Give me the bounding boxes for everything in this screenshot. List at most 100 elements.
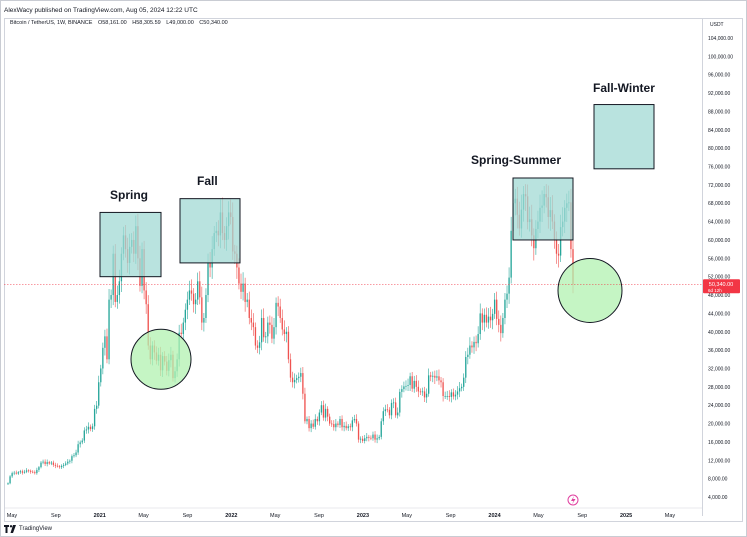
candle-body [106,336,108,360]
candle-body [427,375,430,394]
annotation-box [512,177,574,241]
candle-body [304,393,306,422]
candle-body [77,444,79,453]
candle-body [442,382,444,397]
candle-body [302,373,304,394]
candle-body [209,262,211,268]
candle-body [205,295,207,318]
candle-body [366,436,368,439]
candle-body [116,295,118,302]
candle-body [359,438,362,440]
candle-body [283,329,285,335]
candle-body [454,394,457,397]
candle-body [93,408,96,427]
candle-body [374,434,376,440]
lightning-glyph-icon [571,496,576,505]
annotation-circle [557,257,623,323]
candle-body [351,420,354,428]
candle-body [394,402,397,416]
candle-body [203,317,205,323]
time-tick-label: May [665,513,676,519]
candle-body [322,405,325,418]
candle-body [452,392,455,397]
annotation-spring-summer: Spring-Summer [471,153,562,167]
candle-body [333,424,335,428]
candle-body [465,357,467,378]
candle-body [27,470,30,472]
candle-body [11,473,13,477]
price-tick-label: 100,000.00 [708,54,733,60]
price-tick-label: 40,000.00 [708,330,730,336]
candle-body [378,436,380,439]
candle-body [145,290,147,305]
price-tick-label: 36,000.00 [708,348,730,354]
candle-body [207,262,209,296]
time-tick-label: 2024 [488,513,501,519]
candle-body [448,396,450,397]
candle-body [15,472,17,474]
candle-body [281,317,283,330]
candle-body [267,322,269,337]
candle-body [48,462,50,464]
candle-body [25,470,28,472]
candle-body [100,368,102,383]
candle-body [425,393,428,398]
candle-body [95,405,98,409]
candle-body [357,423,360,440]
footer: TradingView [4,522,52,536]
price-tick-label: 20,000.00 [708,422,730,428]
candle-body [339,418,341,425]
candle-body [559,227,562,256]
candle-body [9,476,11,484]
candle-body [71,456,73,461]
candle-body [345,425,347,429]
candle-body [244,283,246,302]
candle-body [248,299,250,318]
candle-body [238,267,240,284]
candle-body [65,463,67,465]
candle-body [493,299,496,314]
candle-body [450,392,453,397]
candle-body [54,464,57,466]
candle-body [246,299,248,302]
chart-area[interactable] [4,18,743,522]
candle-body [407,385,409,386]
ohlc-close: C50,340.00 [199,20,228,26]
annotation-fall-winter: Fall-Winter [593,81,655,95]
symbol-name: Bitcoin / TetherUS, 1W, BINANCE [10,20,93,26]
ohlc-low: L49,000.00 [166,20,194,26]
candle-body [432,375,434,377]
candle-body [440,380,442,383]
candle-body [349,426,351,428]
time-tick-label: 2023 [357,513,369,519]
price-tick-label: 32,000.00 [708,366,730,372]
price-scale[interactable] [702,18,744,516]
lightning-event-icon [567,494,579,506]
candle-body [32,471,34,473]
candle-body [331,423,333,425]
time-tick-label: 2025 [620,513,632,519]
candle-body [326,408,329,417]
candle-body [403,386,405,390]
candle-body [370,437,372,439]
candle-body [438,376,440,381]
candle-body [337,423,339,425]
candle-body [67,461,69,464]
candle-body [463,377,465,387]
price-tick-label: 28,000.00 [708,385,730,391]
candle-body [376,438,378,440]
price-tick-label: 76,000.00 [708,165,730,171]
price-tick-label: 56,000.00 [708,256,730,262]
candle-body [372,434,374,439]
candle-body [329,416,331,424]
time-tick-label: 2022 [225,513,237,519]
candle-body [405,385,407,387]
annotation-circle [130,328,192,390]
candle-body [108,299,110,360]
candle-body [190,290,193,294]
candle-body [423,391,426,398]
published-info: AlexWacy published on TradingView.com, A… [4,7,198,14]
candle-body [291,377,294,383]
candle-body [364,438,366,442]
candle-body [306,418,308,422]
